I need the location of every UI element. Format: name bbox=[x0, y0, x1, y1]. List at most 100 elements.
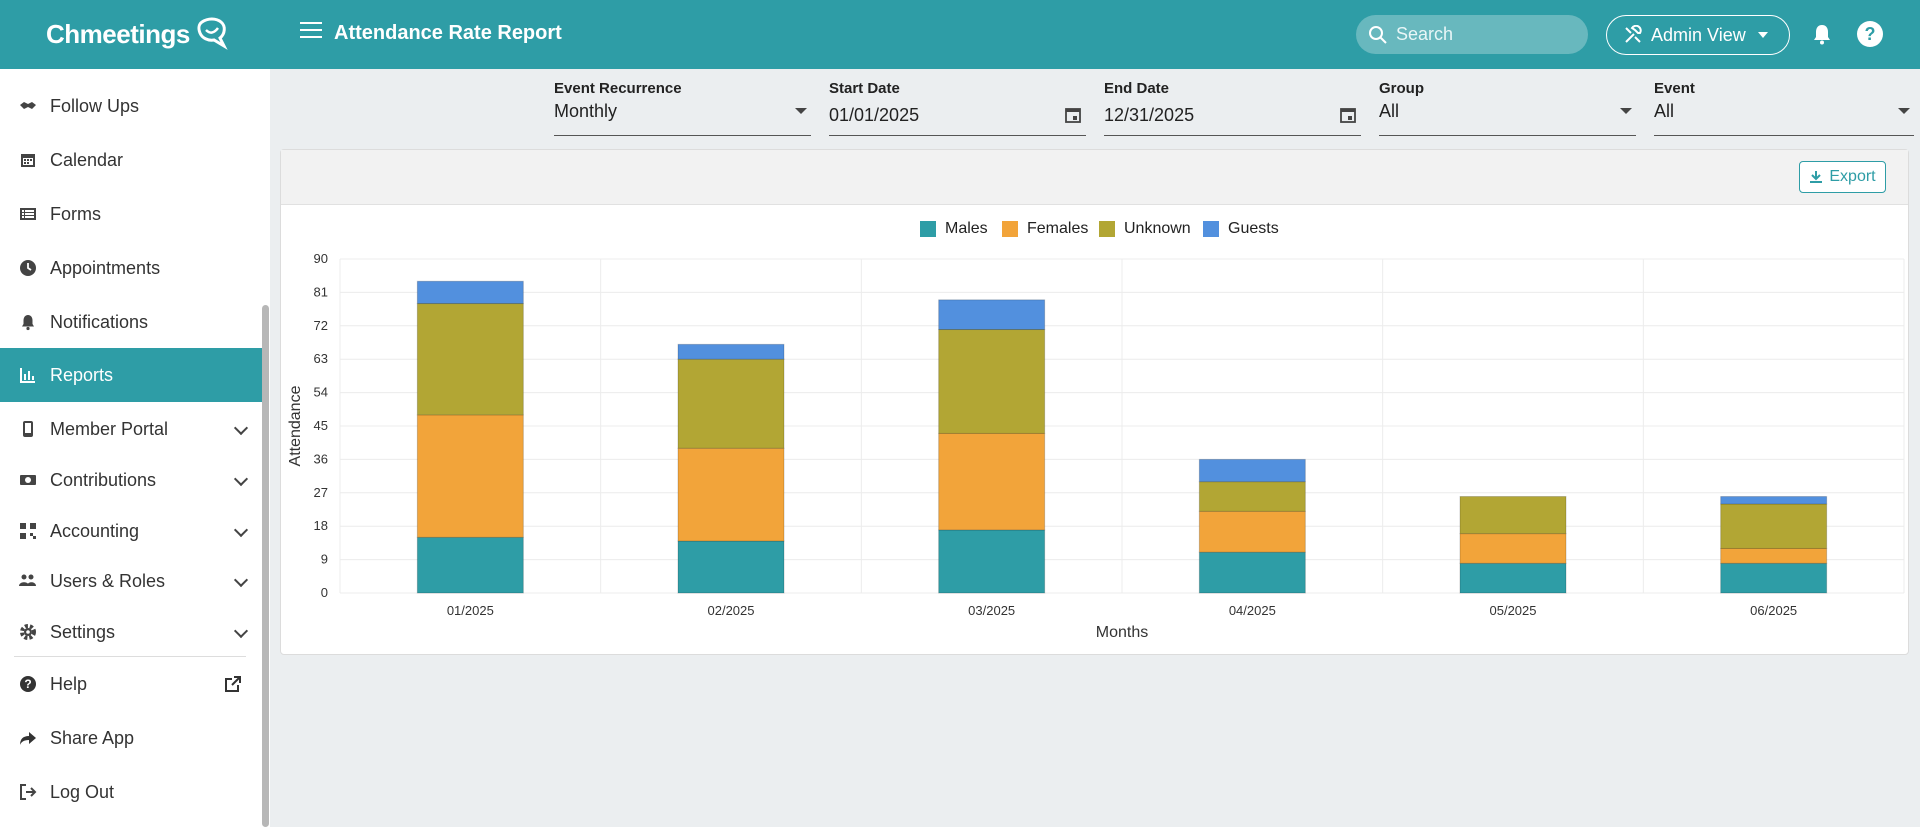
sidebar-item-label: Reports bbox=[50, 364, 114, 385]
page-title: Attendance Rate Report bbox=[334, 22, 562, 44]
sidebar-item-label: Forms bbox=[50, 203, 101, 224]
sidebar-item-label: Appointments bbox=[50, 257, 161, 278]
search-box[interactable] bbox=[1356, 15, 1588, 54]
sidebar-item-label: Users & Roles bbox=[50, 570, 166, 591]
y-tick-label: 0 bbox=[321, 585, 328, 600]
sidebar-item-calendar[interactable]: Calendar bbox=[0, 135, 262, 185]
y-tick-label: 81 bbox=[314, 284, 328, 299]
sidebar-item-reports[interactable]: Reports bbox=[0, 348, 262, 402]
bar-segment-unknown bbox=[1720, 503, 1828, 549]
event-recurrence-value: Monthly bbox=[554, 101, 618, 121]
external-link-icon bbox=[225, 676, 241, 692]
sidebar-item-appointments[interactable]: Appointments bbox=[0, 243, 262, 293]
gear-icon bbox=[18, 622, 38, 642]
sidebar-item-member-portal[interactable]: Member Portal bbox=[0, 404, 262, 454]
calendar-icon bbox=[18, 150, 38, 170]
bell-icon[interactable] bbox=[1810, 22, 1834, 46]
tools-icon bbox=[1625, 25, 1642, 43]
start-date-value: 01/01/2025 bbox=[829, 105, 920, 125]
y-tick-label: 27 bbox=[314, 485, 328, 500]
start-date-field[interactable]: Start Date 01/01/2025 bbox=[829, 78, 1086, 136]
sidebar-item-accounting[interactable]: Accounting bbox=[0, 506, 262, 556]
sidebar: Follow Ups Calendar Forms Appointments N… bbox=[0, 69, 262, 827]
search-input[interactable] bbox=[1396, 24, 1576, 45]
sidebar-item-label: Settings bbox=[50, 621, 116, 642]
x-tick-label: 04/2025 bbox=[1229, 603, 1276, 618]
sidebar-item-settings[interactable]: Settings bbox=[0, 607, 262, 657]
help-icon[interactable]: ? bbox=[1857, 21, 1883, 47]
bar-segment-females bbox=[1459, 533, 1567, 564]
sidebar-item-forms[interactable]: Forms bbox=[0, 189, 262, 239]
sidebar-item-contributions[interactable]: Contributions bbox=[0, 455, 262, 505]
end-date-value: 12/31/2025 bbox=[1104, 105, 1195, 125]
calendar-icon[interactable] bbox=[1339, 106, 1357, 124]
y-tick-label: 63 bbox=[314, 351, 328, 366]
legend-swatch bbox=[920, 221, 936, 237]
group-select[interactable]: Group All bbox=[1379, 78, 1636, 136]
bar-segment-males bbox=[677, 540, 785, 594]
x-tick-label: 05/2025 bbox=[1490, 603, 1537, 618]
sidebar-item-log-out[interactable]: Log Out bbox=[0, 767, 262, 817]
clock-icon bbox=[18, 258, 38, 278]
legend-item-guests[interactable]: Guests bbox=[1203, 220, 1279, 238]
top-bar: Chmeetings Attendance Rate Report Admin … bbox=[0, 0, 1920, 69]
event-select[interactable]: Event All bbox=[1654, 78, 1914, 136]
sidebar-item-label: Member Portal bbox=[50, 418, 169, 439]
legend-item-unknown[interactable]: Unknown bbox=[1099, 220, 1191, 238]
bar-segment-females bbox=[416, 414, 524, 538]
logo-icon bbox=[197, 17, 228, 50]
legend-item-females[interactable]: Females bbox=[1002, 220, 1088, 238]
bar-segment-females bbox=[677, 447, 785, 542]
legend-item-males[interactable]: Males bbox=[920, 220, 988, 238]
y-tick-label: 72 bbox=[314, 318, 328, 333]
caret-down-icon bbox=[1898, 108, 1910, 114]
bar-segment-guests bbox=[1198, 458, 1306, 483]
sidebar-item-label: Notifications bbox=[50, 311, 149, 332]
app-logo[interactable]: Chmeetings bbox=[46, 16, 230, 52]
legend-label: Females bbox=[1027, 220, 1089, 237]
sidebar-divider bbox=[14, 656, 246, 657]
sidebar-item-follow-ups[interactable]: Follow Ups bbox=[0, 81, 262, 131]
y-tick-label: 18 bbox=[314, 518, 328, 533]
export-label: Export bbox=[1829, 168, 1876, 185]
sidebar-item-users-roles[interactable]: Users & Roles bbox=[0, 556, 262, 606]
y-tick-label: 9 bbox=[321, 552, 328, 567]
sidebar-item-label: Share App bbox=[50, 727, 135, 748]
qr-icon bbox=[18, 521, 38, 541]
chevron-down-icon bbox=[233, 522, 249, 538]
logout-icon bbox=[18, 782, 38, 802]
bar-segment-females bbox=[938, 432, 1046, 531]
group-label: Group bbox=[1379, 80, 1424, 97]
legend-label: Unknown bbox=[1124, 220, 1191, 237]
caret-down-icon bbox=[1620, 108, 1632, 114]
sidebar-item-help[interactable]: ? Help bbox=[0, 659, 262, 709]
download-icon bbox=[1810, 171, 1823, 183]
event-recurrence-label: Event Recurrence bbox=[554, 80, 682, 97]
caret-down-icon bbox=[795, 108, 807, 114]
admin-view-label: Admin View bbox=[1651, 24, 1746, 45]
admin-view-dropdown[interactable]: Admin View bbox=[1606, 15, 1790, 55]
end-date-field[interactable]: End Date 12/31/2025 bbox=[1104, 78, 1361, 136]
sidebar-scrollbar[interactable] bbox=[262, 69, 270, 827]
calendar-icon[interactable] bbox=[1064, 106, 1082, 124]
event-recurrence-select[interactable]: Event Recurrence Monthly bbox=[554, 78, 811, 136]
attendance-chart: 0 9 18 27 36 45 54 63 72 81 90 01/2025 02/2025 03/202… bbox=[287, 251, 1905, 641]
list-icon bbox=[18, 204, 38, 224]
bar-segment-males bbox=[938, 529, 1046, 594]
y-tick-label: 90 bbox=[314, 251, 328, 266]
chevron-down-icon bbox=[233, 420, 249, 436]
sidebar-item-label: Contributions bbox=[50, 469, 157, 490]
sidebar-item-label: Log Out bbox=[50, 781, 115, 802]
bar-segment-unknown bbox=[416, 303, 524, 416]
sidebar-item-notifications[interactable]: Notifications bbox=[0, 297, 262, 347]
scrollbar-thumb[interactable] bbox=[262, 305, 269, 827]
svg-text:?: ? bbox=[24, 677, 31, 691]
menu-toggle-icon[interactable] bbox=[300, 22, 322, 44]
start-date-label: Start Date bbox=[829, 80, 900, 97]
bar-segment-guests bbox=[1720, 496, 1828, 505]
sidebar-item-label: Accounting bbox=[50, 520, 140, 541]
logo-text: Chmeetings bbox=[46, 18, 190, 49]
export-button[interactable]: Export bbox=[1799, 161, 1886, 193]
sidebar-item-share-app[interactable]: Share App bbox=[0, 713, 262, 763]
handshake-icon bbox=[18, 96, 38, 116]
